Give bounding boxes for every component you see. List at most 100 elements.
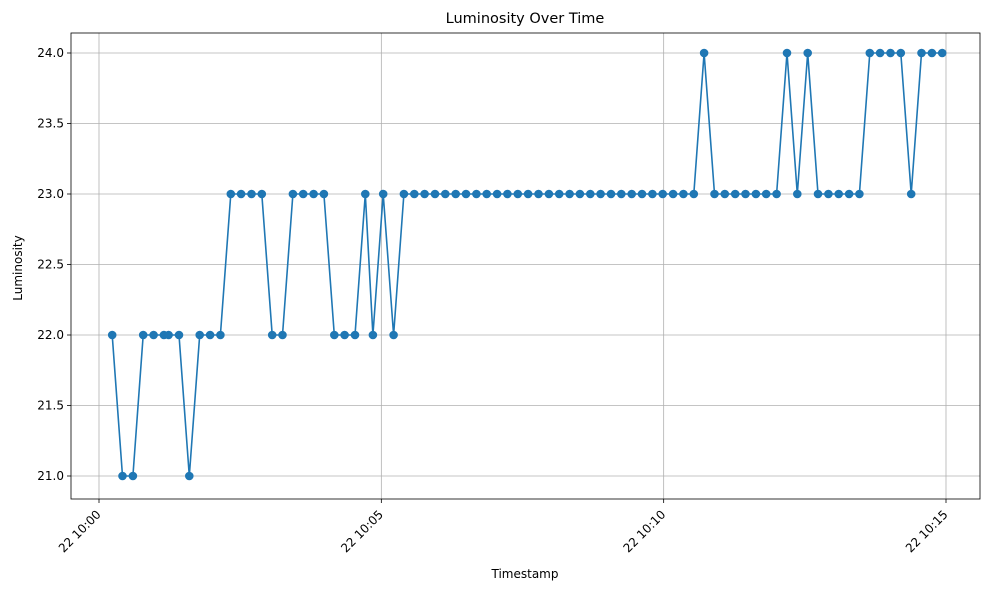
data-point — [389, 330, 398, 340]
data-point — [513, 189, 523, 199]
data-point — [772, 189, 781, 199]
data-point — [226, 189, 236, 199]
data-point — [906, 189, 916, 199]
data-point — [451, 189, 461, 199]
data-point — [751, 189, 761, 199]
data-point — [617, 189, 626, 199]
data-point — [886, 48, 895, 58]
data-point — [164, 330, 173, 340]
data-point — [236, 189, 246, 199]
data-point — [430, 189, 440, 199]
data-point — [896, 48, 906, 58]
data-point — [399, 189, 409, 199]
y-axis-label: Luminosity — [11, 235, 25, 300]
x-axis-label: Timestamp — [491, 567, 559, 581]
data-point — [298, 189, 308, 199]
data-point — [565, 189, 574, 199]
data-point — [824, 189, 833, 199]
data-point — [461, 189, 471, 199]
data-point — [128, 471, 138, 481]
data-point — [803, 48, 812, 58]
data-point — [185, 471, 194, 481]
data-point — [267, 330, 277, 340]
y-tick-label: 22.0 — [37, 328, 64, 342]
data-point — [420, 189, 429, 199]
data-point — [472, 189, 481, 199]
data-point — [441, 189, 450, 199]
data-point — [627, 189, 636, 199]
data-point — [648, 189, 657, 199]
data-point — [523, 189, 533, 199]
data-point — [378, 189, 388, 199]
data-point — [482, 189, 492, 199]
data-point — [596, 189, 605, 199]
data-point — [107, 330, 117, 340]
data-point — [637, 189, 647, 199]
data-point — [710, 189, 719, 199]
x-tick-label: 22 10:15 — [903, 507, 951, 555]
data-point — [844, 189, 854, 199]
data-point — [679, 189, 688, 199]
y-tick-label: 23.0 — [37, 187, 64, 201]
data-point — [174, 330, 184, 340]
data-point — [138, 330, 148, 340]
data-point — [761, 189, 771, 199]
data-point — [544, 189, 554, 199]
data-point — [586, 189, 595, 199]
data-point — [257, 189, 267, 199]
data-point — [813, 189, 823, 199]
data-point — [492, 189, 502, 199]
data-point — [361, 189, 370, 199]
y-tick-label: 22.5 — [37, 258, 64, 272]
data-point — [937, 48, 947, 58]
data-point — [118, 471, 127, 481]
data-point — [741, 189, 750, 199]
data-point — [606, 189, 616, 199]
data-point — [720, 189, 730, 199]
data-point — [793, 189, 802, 199]
data-point — [319, 189, 329, 199]
data-point — [288, 189, 298, 199]
data-point — [534, 189, 543, 199]
data-point — [205, 330, 215, 340]
data-point — [575, 189, 585, 199]
data-point — [554, 189, 564, 199]
data-point — [782, 48, 792, 58]
y-tick-label: 21.0 — [37, 469, 64, 483]
data-point — [340, 330, 349, 340]
x-tick-label: 22 10:10 — [621, 507, 669, 555]
axes-layer: 21.0 21.5 22.0 22.5 23.0 23.5 24.0 22 10:00 22 1… — [37, 32, 981, 555]
y-tick-label: 24.0 — [37, 46, 64, 60]
data-point — [195, 330, 204, 340]
data-point — [689, 189, 699, 199]
data-point — [368, 330, 378, 340]
x-tick-label: 22 10:00 — [56, 507, 104, 555]
data-point — [865, 48, 875, 58]
data-layer — [107, 48, 947, 481]
chart-title: Luminosity Over Time — [446, 11, 605, 27]
data-point — [503, 189, 512, 199]
series-line — [111, 52, 943, 477]
y-tick-label: 23.5 — [37, 117, 64, 131]
data-point — [350, 330, 360, 340]
data-point — [216, 330, 225, 340]
data-point — [917, 48, 926, 58]
plot-frame — [70, 32, 981, 500]
data-point — [730, 189, 740, 199]
data-point — [247, 189, 256, 199]
data-point — [278, 330, 287, 340]
data-point — [658, 189, 667, 199]
data-point — [149, 330, 158, 340]
data-point — [309, 189, 318, 199]
data-point — [927, 48, 937, 58]
y-tick-label: 21.5 — [37, 399, 64, 413]
data-point — [834, 189, 843, 199]
x-tick-label: 22 10:05 — [338, 507, 386, 555]
grid-layer — [71, 33, 980, 499]
data-point — [668, 189, 678, 199]
data-point — [410, 189, 419, 199]
data-point — [330, 330, 339, 340]
data-point — [699, 48, 709, 58]
